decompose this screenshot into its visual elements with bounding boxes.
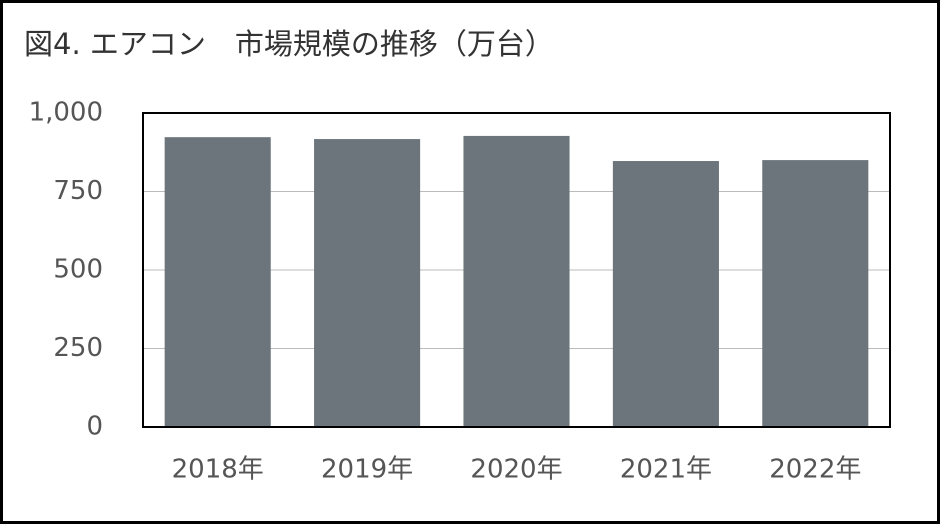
chart-title: 図4. エアコン 市場規模の推移（万台） [24,27,554,61]
x-tick-label: 2022年 [769,455,861,485]
x-tick-label: 2021年 [620,455,712,485]
x-tick-label: 2019年 [321,455,413,485]
y-tick-label: 500 [53,255,103,285]
y-tick-label: 0 [86,412,103,442]
bar [612,161,719,428]
x-tick-label: 2018年 [172,455,264,485]
y-tick-label: 250 [53,333,103,363]
x-tick-label: 2020年 [470,455,562,485]
y-tick-label: 1,000 [29,98,103,128]
y-tick-label: 750 [53,176,103,206]
bar [314,139,421,427]
bar [762,160,869,427]
plot-frame [142,112,891,428]
bar [463,135,570,427]
bar [164,137,271,428]
